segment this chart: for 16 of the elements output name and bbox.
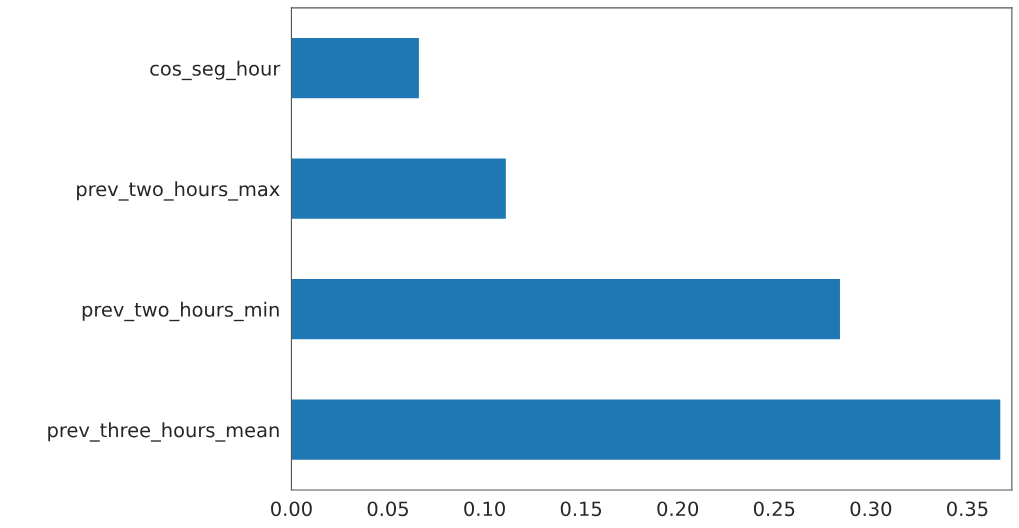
- bar: [291, 279, 840, 340]
- x-tick-label: 0.05: [367, 501, 408, 517]
- y-tick-label: prev_three_hours_mean: [48, 422, 279, 442]
- y-tick-label: cos_seg_hour: [150, 60, 281, 81]
- bar: [291, 399, 1001, 460]
- x-tick-label: 0.20: [657, 501, 699, 517]
- y-tick-label: prev_two_hours_min: [82, 301, 279, 322]
- x-tick-label: 0.35: [947, 501, 988, 517]
- x-tick-label: 0.00: [271, 501, 312, 517]
- bar: [291, 38, 419, 99]
- y-tick-label: prev_two_hours_max: [77, 181, 280, 201]
- bar: [291, 158, 506, 219]
- x-tick-label: 0.25: [753, 501, 795, 517]
- x-tick-label: 0.30: [850, 501, 892, 517]
- x-tick-label: 0.10: [464, 501, 505, 517]
- x-tick-label: 0.15: [560, 501, 602, 517]
